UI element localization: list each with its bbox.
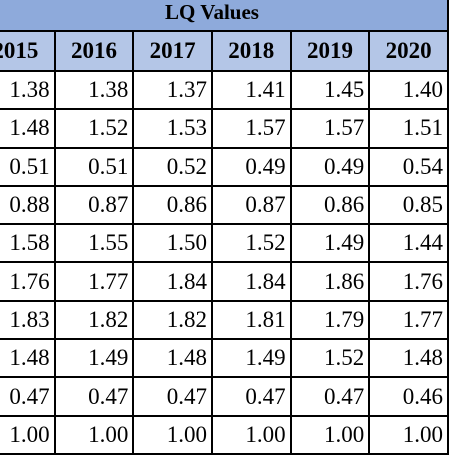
table-cell: 1.37 [132,69,213,111]
year-header-2020: 2020 [368,30,449,72]
table-cell: 1.52 [289,338,371,379]
table-title: LQ Values [0,0,449,32]
year-header-2017: 2017 [132,30,213,72]
table-cell: 0.49 [210,146,292,187]
table-cell: 1.00 [289,414,371,455]
table-cell: 1.38 [0,69,56,111]
table-cell: 0.47 [210,376,292,417]
table-row: 1.48 1.49 1.48 1.49 1.52 1.48 [0,338,449,379]
table-cell: 1.53 [132,108,213,149]
table-cell: 1.57 [210,108,292,149]
table-cell: 1.49 [210,338,292,379]
table-body: 1.38 1.38 1.37 1.41 1.45 1.40 1.48 1.52 1.53 1.57… [0,69,449,455]
table-cell: 0.87 [210,184,292,226]
table-cell: 0.86 [132,184,213,226]
table-cell: 1.48 [0,338,56,379]
table-title-row: LQ Values [0,0,449,32]
table-cell: 1.84 [210,261,292,302]
table-row: 0.51 0.51 0.52 0.49 0.49 0.54 [0,146,449,187]
table-cell: 1.83 [0,299,56,341]
table-cell: 1.55 [53,223,135,264]
table-row: 1.76 1.77 1.84 1.84 1.86 1.76 [0,261,449,302]
table-cell: 1.38 [53,69,135,111]
table-cell: 1.00 [132,414,213,455]
table-cell: 1.82 [53,299,135,341]
table-cell: 1.81 [210,299,292,341]
table-cell: 0.49 [289,146,371,187]
table-cell: 1.76 [0,261,56,302]
table-cell: 0.88 [0,184,56,226]
table-cell: 1.84 [132,261,213,302]
table-row: 1.83 1.82 1.82 1.81 1.79 1.77 [0,299,449,341]
table-cell: 1.51 [368,108,449,149]
year-header-2015: 2015 [0,30,56,72]
table-cell: 0.85 [368,184,449,226]
table-cell: 0.47 [0,376,56,417]
table-cell: 1.52 [210,223,292,264]
table-cell: 1.52 [53,108,135,149]
table-cell: 1.79 [289,299,371,341]
year-header-row: 2015 2016 2017 2018 2019 2020 [0,30,449,72]
table-cell: 1.45 [289,69,371,111]
table-cell: 0.87 [53,184,135,226]
table-cell: 1.82 [132,299,213,341]
table-row: 0.88 0.87 0.86 0.87 0.86 0.85 [0,184,449,226]
table-cell: 1.48 [132,338,213,379]
table-cell: 1.00 [53,414,135,455]
table-cell: 0.86 [289,184,371,226]
table-cell: 0.46 [368,376,449,417]
table-row: 1.58 1.55 1.50 1.52 1.49 1.44 [0,223,449,264]
table-cell: 1.77 [368,299,449,341]
table-cell: 0.51 [53,146,135,187]
table-cell: 1.40 [368,69,449,111]
table-cell: 1.00 [210,414,292,455]
lq-values-table: LQ Values 2015 2016 2017 2018 2019 2020 … [0,0,449,455]
table-cell: 0.54 [368,146,449,187]
table-cell: 1.44 [368,223,449,264]
table-cell: 1.48 [0,108,56,149]
table-cell: 1.41 [210,69,292,111]
table-cell: 1.86 [289,261,371,302]
table-cell: 1.49 [289,223,371,264]
table-cell: 1.76 [368,261,449,302]
table-cell: 0.52 [132,146,213,187]
table-cell: 1.50 [132,223,213,264]
year-header-2018: 2018 [210,30,292,72]
table-cell: 1.48 [368,338,449,379]
table-cell: 0.47 [289,376,371,417]
table-row: 0.47 0.47 0.47 0.47 0.47 0.46 [0,376,449,417]
table-cell: 0.47 [132,376,213,417]
table-cell: 0.51 [0,146,56,187]
table-cell: 1.49 [53,338,135,379]
table-cell: 1.77 [53,261,135,302]
table-cell: 0.47 [53,376,135,417]
table-row: 1.48 1.52 1.53 1.57 1.57 1.51 [0,108,449,149]
table-row: 1.00 1.00 1.00 1.00 1.00 1.00 [0,414,449,455]
year-header-2016: 2016 [53,30,135,72]
table-cell: 1.58 [0,223,56,264]
year-header-2019: 2019 [289,30,371,72]
table-cell: 1.00 [368,414,449,455]
table-cell: 1.00 [0,414,56,455]
table-row: 1.38 1.38 1.37 1.41 1.45 1.40 [0,69,449,111]
table-cell: 1.57 [289,108,371,149]
